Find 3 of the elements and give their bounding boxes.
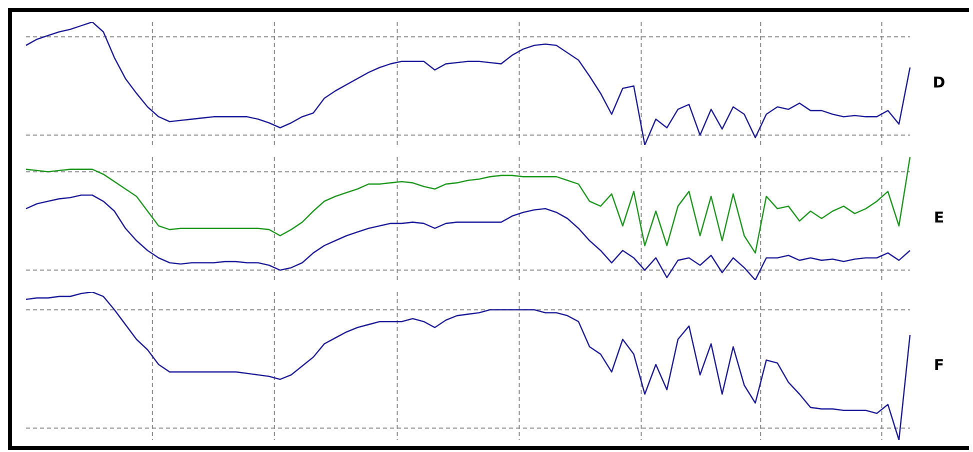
text: E [934,208,944,227]
text: D [932,74,946,92]
text: F [934,356,944,374]
